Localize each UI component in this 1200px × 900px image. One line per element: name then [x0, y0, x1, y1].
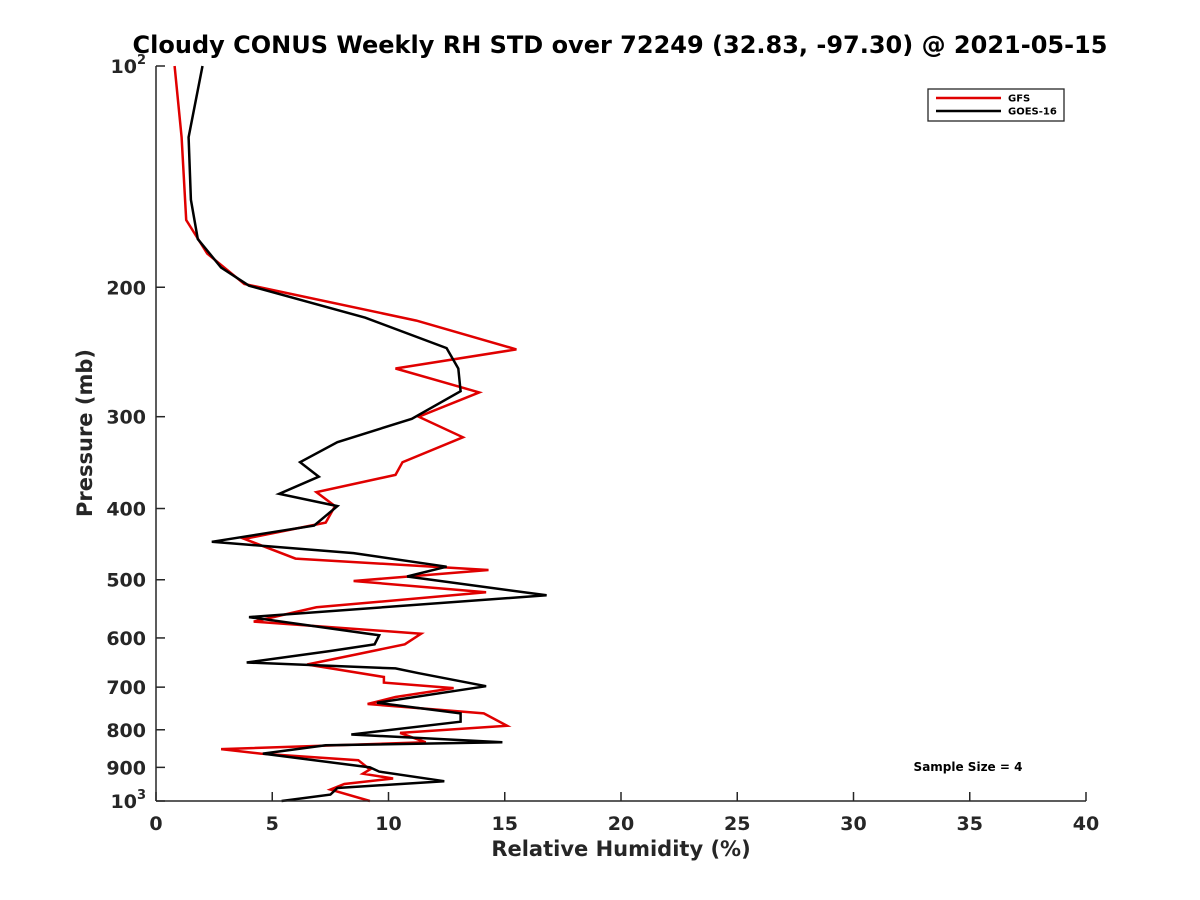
- x-tick-label: 35: [957, 813, 983, 835]
- x-tick-label: 25: [724, 813, 750, 835]
- y-tick-label: 200: [106, 277, 146, 299]
- legend-label-goes16: GOES-16: [1008, 107, 1057, 118]
- y-ticks: 102 200 300 400 500 600 700 800 900 103: [106, 53, 165, 813]
- y-tick-label: 102: [111, 53, 147, 78]
- y-tick-label: 700: [106, 677, 146, 699]
- x-tick-label: 15: [492, 813, 518, 835]
- legend: GFS GOES-16: [927, 88, 1065, 122]
- chart-title: Cloudy CONUS Weekly RH STD over 72249 (3…: [133, 31, 1108, 59]
- y-tick-label: 800: [106, 720, 146, 742]
- y-tick-label: 900: [106, 757, 146, 779]
- y-tick-label: 300: [106, 407, 146, 429]
- legend-label-gfs: GFS: [1008, 94, 1030, 105]
- series-layer: [173, 65, 547, 803]
- series-line-goes16: [187, 65, 547, 803]
- y-axis-label: Pressure (mb): [73, 349, 97, 517]
- sample-size-annotation: Sample Size = 4: [914, 760, 1023, 774]
- x-ticks: 0 5 10 15 20 25 30 35 40: [149, 792, 1099, 835]
- x-tick-label: 10: [375, 813, 401, 835]
- y-tick-label: 400: [106, 499, 146, 521]
- x-tick-label: 20: [608, 813, 634, 835]
- x-tick-label: 40: [1073, 813, 1099, 835]
- x-tick-label: 30: [840, 813, 866, 835]
- x-axis-label: Relative Humidity (%): [491, 837, 750, 861]
- series-line-gfs: [173, 65, 517, 803]
- y-tick-label: 500: [106, 570, 146, 592]
- x-tick-label: 5: [266, 813, 279, 835]
- y-tick-label: 103: [111, 788, 147, 813]
- x-tick-label: 0: [149, 813, 162, 835]
- legend-box: [927, 88, 1065, 122]
- y-tick-label: 600: [106, 628, 146, 650]
